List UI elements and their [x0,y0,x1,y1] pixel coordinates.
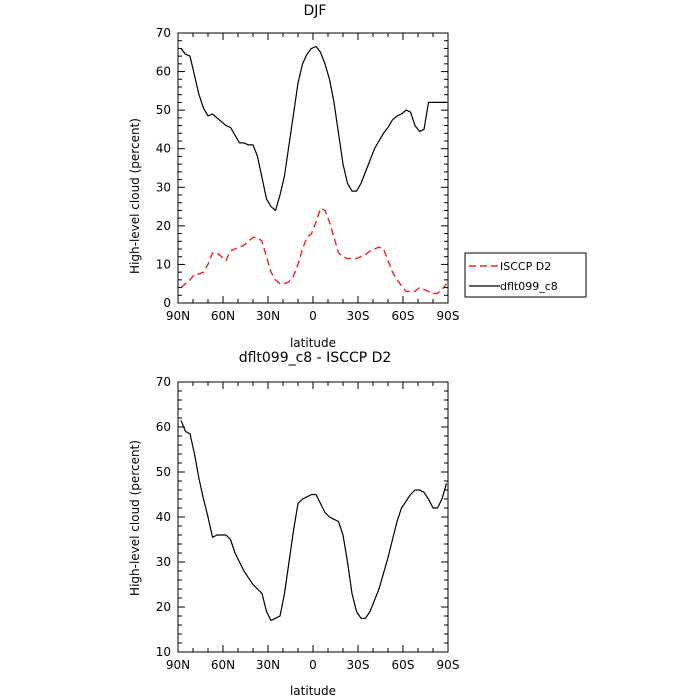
legend-box [464,252,587,298]
chart-bottom: dflt099_c8 - ISCCP D2 90N 60N 30N 0 30S 60S 90… [128,350,459,698]
top-ytick-label: 40 [156,142,171,156]
top-ytick-label: 60 [156,65,171,79]
chart-bottom-title: dflt099_c8 - ISCCP D2 [239,350,392,366]
bottom-ytick-label: 40 [156,510,171,524]
bottom-xtick-label: 90S [437,658,460,672]
top-ytick-label: 70 [156,26,171,40]
bottom-ytick-label: 30 [156,555,171,569]
chart-top-title: DJF [304,3,327,19]
bottom-series-line-series [180,420,448,622]
top-xtick-label: 30S [347,309,370,323]
bottom-ytick-label: 20 [156,600,171,614]
bottom-ytick-label: 10 [156,645,171,659]
top-xtick-label: 90N [166,309,190,323]
bottom-xtick-label: 30S [347,658,370,672]
chart-top: DJF 90N 60N 30N 0 30S 60S 90S 0 10 20 30 40 50 60 70 l… [128,3,587,350]
bottom-ytick-label: 70 [156,375,171,389]
top-xtick-label: 60N [211,309,235,323]
bottom-xtick-label: 60S [392,658,415,672]
chart-bottom-ylabel: High-level cloud (percent) [128,440,142,596]
chart-bottom-xlabel: latitude [290,684,336,698]
chart-top-xlabel: latitude [290,336,336,350]
bottom-xtick-label: 0 [309,658,317,672]
bottom-xtick-label: 30N [256,658,280,672]
top-ytick-label: 20 [156,219,171,233]
top-series-line-dflt099-c8 [180,45,447,211]
chart-top-frame [177,32,449,304]
top-ytick-label: 50 [156,103,171,117]
bottom-xtick-label: 60N [211,658,235,672]
top-ytick-label: 10 [156,257,171,271]
bottom-ytick-label: 50 [156,465,171,479]
top-xtick-label: 60S [392,309,415,323]
legend-label-isccp: ISCCP D2 [500,260,551,273]
top-xtick-label: 30N [256,309,280,323]
top-series-line-isccp-d2 [180,207,448,295]
bottom-ytick-label: 60 [156,420,171,434]
chart-bottom-frame [177,381,449,653]
chart-top-ylabel: High-level cloud (percent) [128,118,142,274]
top-ytick-label: 0 [163,296,171,310]
legend-label-dflt: dflt099_c8 [500,280,558,293]
top-ytick-label: 30 [156,180,171,194]
bottom-xtick-label: 90N [166,658,190,672]
top-xtick-label: 90S [437,309,460,323]
top-xtick-label: 0 [309,309,317,323]
chart-top-legend: ISCCP D2 dflt099_c8 [464,252,587,298]
